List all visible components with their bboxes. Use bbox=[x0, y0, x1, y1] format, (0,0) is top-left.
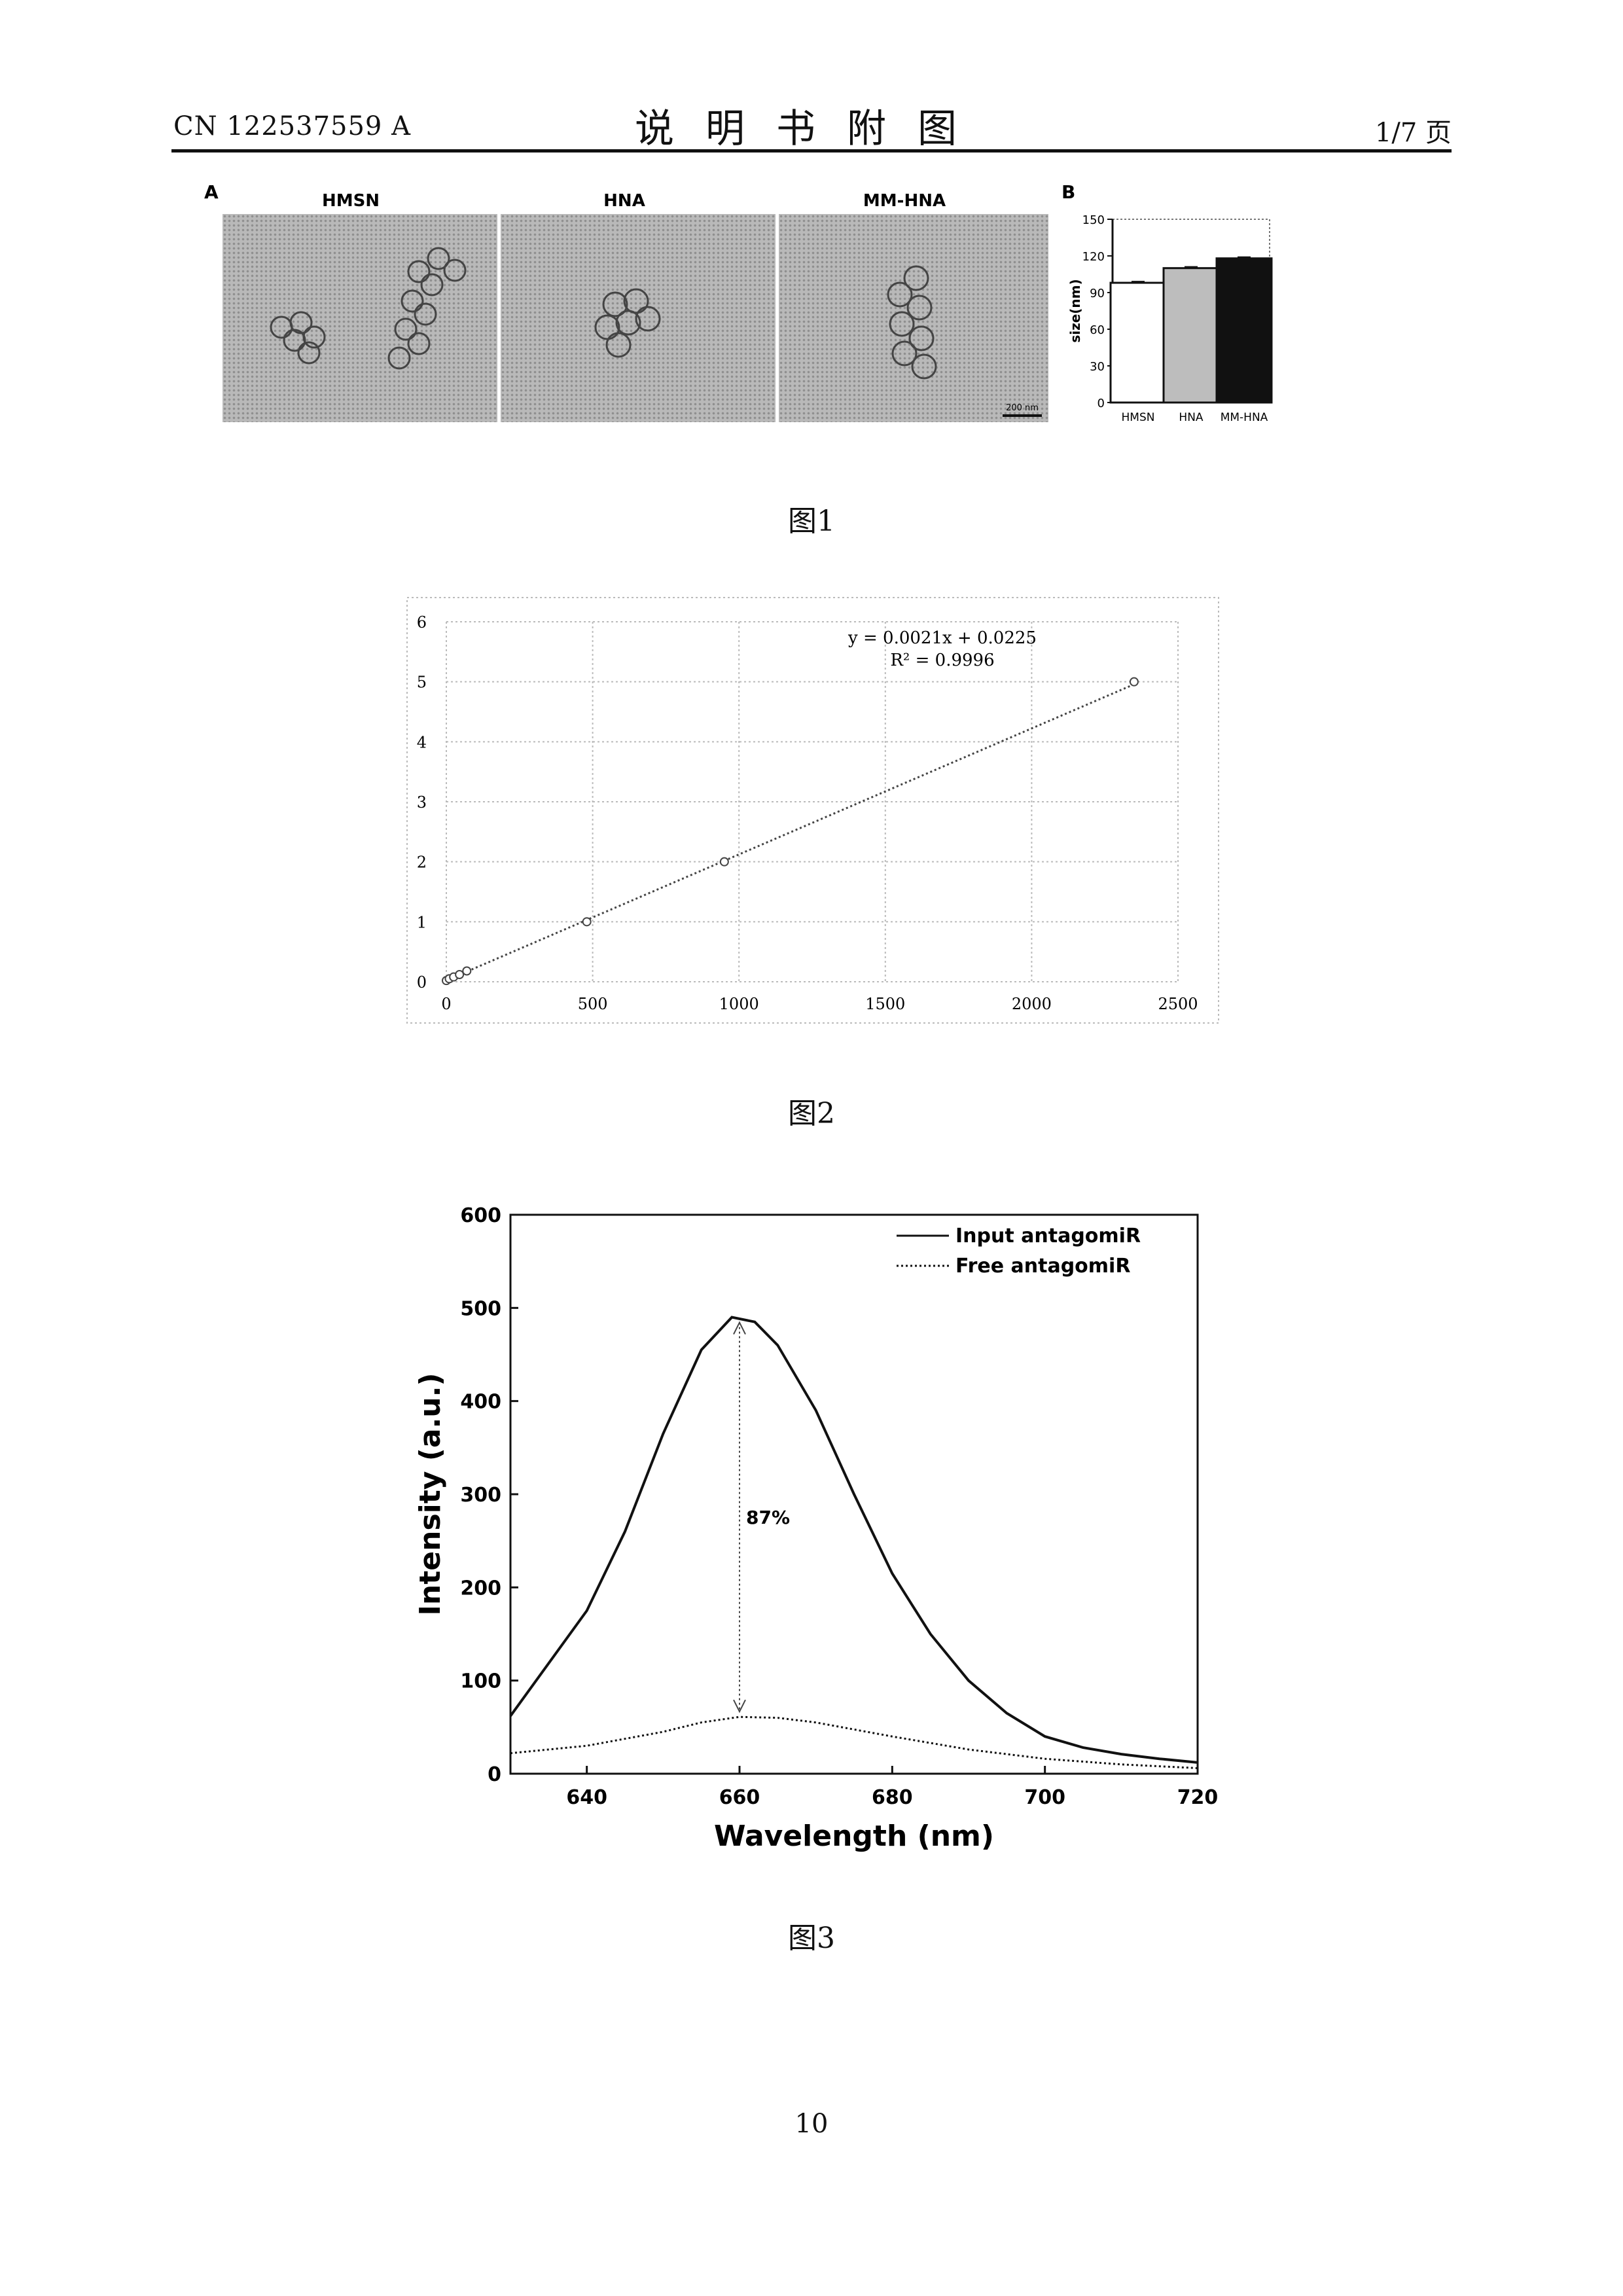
bar-y-tick-label: 30 bbox=[1090, 360, 1105, 374]
bar-x-label: MM-HNA bbox=[1221, 411, 1268, 424]
panel-a-label: A bbox=[204, 181, 219, 203]
spectrum-y-tick-label: 100 bbox=[460, 1670, 501, 1693]
annotation-label: 87% bbox=[746, 1507, 790, 1528]
spectrum-y-tick-label: 500 bbox=[460, 1297, 501, 1320]
spectrum-x-axis-title: Wavelength (nm) bbox=[714, 1820, 994, 1853]
spectrum-x-tick-label: 700 bbox=[1024, 1786, 1065, 1809]
spectrum-x-tick-label: 720 bbox=[1177, 1786, 1219, 1809]
bar-y-tick-label: 90 bbox=[1090, 287, 1105, 300]
figure-3: 640 660 680 700 720 0 100 200 300 400 500 600 Wavele… bbox=[399, 1172, 1224, 1865]
calib-trendline bbox=[446, 685, 1134, 980]
spectrum-y-tick-label: 0 bbox=[488, 1763, 501, 1786]
regression-equation: y = 0.0021x + 0.0225 bbox=[847, 628, 1037, 648]
fluorescence-spectrum-chart: 640 660 680 700 720 0 100 200 300 400 500 600 Wavele… bbox=[414, 1204, 1218, 1853]
tem-label-mm-hna: MM-HNA bbox=[863, 191, 946, 211]
calib-y-tick-label: 1 bbox=[417, 913, 427, 931]
tem-label-hmsn: HMSN bbox=[322, 191, 380, 211]
figure-3-caption: 图3 bbox=[0, 1914, 1623, 1956]
figure-1-caption: 图1 bbox=[0, 497, 1623, 539]
calib-y-tick-label: 6 bbox=[417, 613, 427, 632]
legend-label: Free antagomiR bbox=[955, 1255, 1130, 1278]
calib-x-tick-label: 500 bbox=[578, 995, 608, 1013]
panel-b-label: B bbox=[1061, 181, 1075, 203]
calib-x-tick-label: 1500 bbox=[865, 995, 905, 1013]
tem-image-hmsn bbox=[223, 214, 497, 422]
calib-data-point bbox=[583, 918, 591, 925]
calib-y-tick-label: 2 bbox=[417, 853, 427, 872]
spectrum-x-tick-label: 660 bbox=[719, 1786, 760, 1809]
calibration-chart: 0 500 1000 1500 2000 2500 0 1 2 3 4 5 6 bbox=[417, 613, 1198, 1013]
bar-hna bbox=[1164, 268, 1219, 403]
bar-y-tick-label: 0 bbox=[1097, 397, 1105, 410]
calib-y-tick-label: 4 bbox=[417, 733, 427, 751]
page-number: 10 bbox=[0, 2109, 1623, 2139]
spectrum-y-tick-label: 200 bbox=[460, 1577, 501, 1600]
bar-y-axis-title: size(nm) bbox=[1067, 279, 1083, 342]
annotation-arrowhead-bottom bbox=[734, 1700, 745, 1712]
bar-mm-hna bbox=[1217, 259, 1272, 403]
calib-y-tick-label: 3 bbox=[417, 793, 427, 812]
header-rule bbox=[171, 149, 1452, 152]
calib-x-tick-label: 0 bbox=[441, 995, 451, 1013]
bar-y-tick-label: 60 bbox=[1090, 323, 1105, 337]
figure-1: A HMSN HNA MM-HNA 200 nm B 0 30 60 90 120 150… bbox=[196, 167, 1440, 442]
calib-data-point bbox=[1130, 678, 1138, 686]
bar-x-label: HNA bbox=[1179, 411, 1204, 424]
calib-y-tick-label: 0 bbox=[417, 973, 427, 992]
chart-frame bbox=[407, 598, 1219, 1023]
spectrum-x-tick-label: 680 bbox=[872, 1786, 913, 1809]
calib-y-tick-label: 5 bbox=[417, 673, 427, 692]
calib-x-tick-label: 2500 bbox=[1158, 995, 1198, 1013]
calib-x-tick-label: 2000 bbox=[1012, 995, 1052, 1013]
calib-data-point bbox=[721, 858, 728, 866]
spectrum-series-free bbox=[510, 1717, 1198, 1768]
scale-bar-label: 200 nm bbox=[1006, 403, 1039, 413]
legend-label: Input antagomiR bbox=[955, 1225, 1141, 1247]
page-of-label: 1/7 页 bbox=[1375, 111, 1452, 149]
bar-y-tick-label: 150 bbox=[1082, 213, 1105, 227]
size-bar-chart: 0 30 60 90 120 150 size(nm) HMSN HNA MM-HNA bbox=[1067, 213, 1272, 424]
bar-hmsn bbox=[1111, 283, 1166, 403]
bar-y-tick-label: 120 bbox=[1082, 250, 1105, 264]
spectrum-y-tick-label: 300 bbox=[460, 1484, 501, 1507]
spectrum-y-tick-label: 400 bbox=[460, 1391, 501, 1414]
spectrum-y-tick-label: 600 bbox=[460, 1204, 501, 1227]
spectrum-series-input bbox=[510, 1318, 1198, 1763]
bar-x-label: HMSN bbox=[1122, 411, 1155, 424]
figure-2-caption: 图2 bbox=[0, 1090, 1623, 1132]
calib-data-point bbox=[455, 971, 463, 978]
tem-label-hna: HNA bbox=[603, 191, 645, 211]
calib-data-point bbox=[463, 967, 471, 975]
spectrum-x-tick-label: 640 bbox=[566, 1786, 607, 1809]
calib-x-tick-label: 1000 bbox=[719, 995, 759, 1013]
r-squared-label: R² = 0.9996 bbox=[890, 651, 994, 670]
spectrum-y-axis-title: Intensity (a.u.) bbox=[414, 1373, 447, 1616]
figure-2: 0 500 1000 1500 2000 2500 0 1 2 3 4 5 6 y = 0.0021x … bbox=[393, 586, 1230, 1044]
